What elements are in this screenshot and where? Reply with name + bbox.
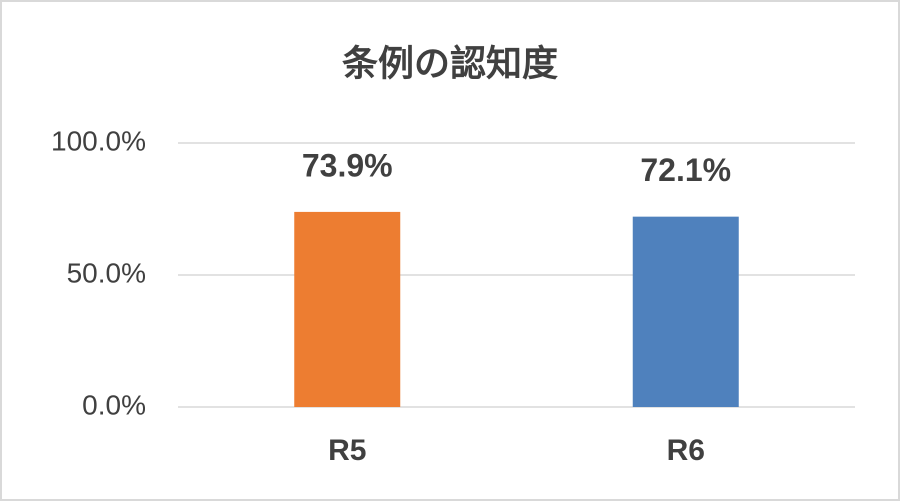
chart-title: 条例の認知度 — [342, 43, 558, 84]
y-tick-label: 100.0% — [51, 125, 146, 156]
y-tick-label: 50.0% — [67, 257, 146, 288]
value-label: 73.9% — [302, 147, 393, 183]
x-tick-label: R5 — [328, 434, 366, 467]
value-label: 72.1% — [640, 152, 731, 188]
bar — [632, 216, 739, 407]
bar — [294, 211, 401, 407]
x-tick-label: R6 — [667, 434, 705, 467]
y-tick-label: 0.0% — [82, 389, 146, 420]
